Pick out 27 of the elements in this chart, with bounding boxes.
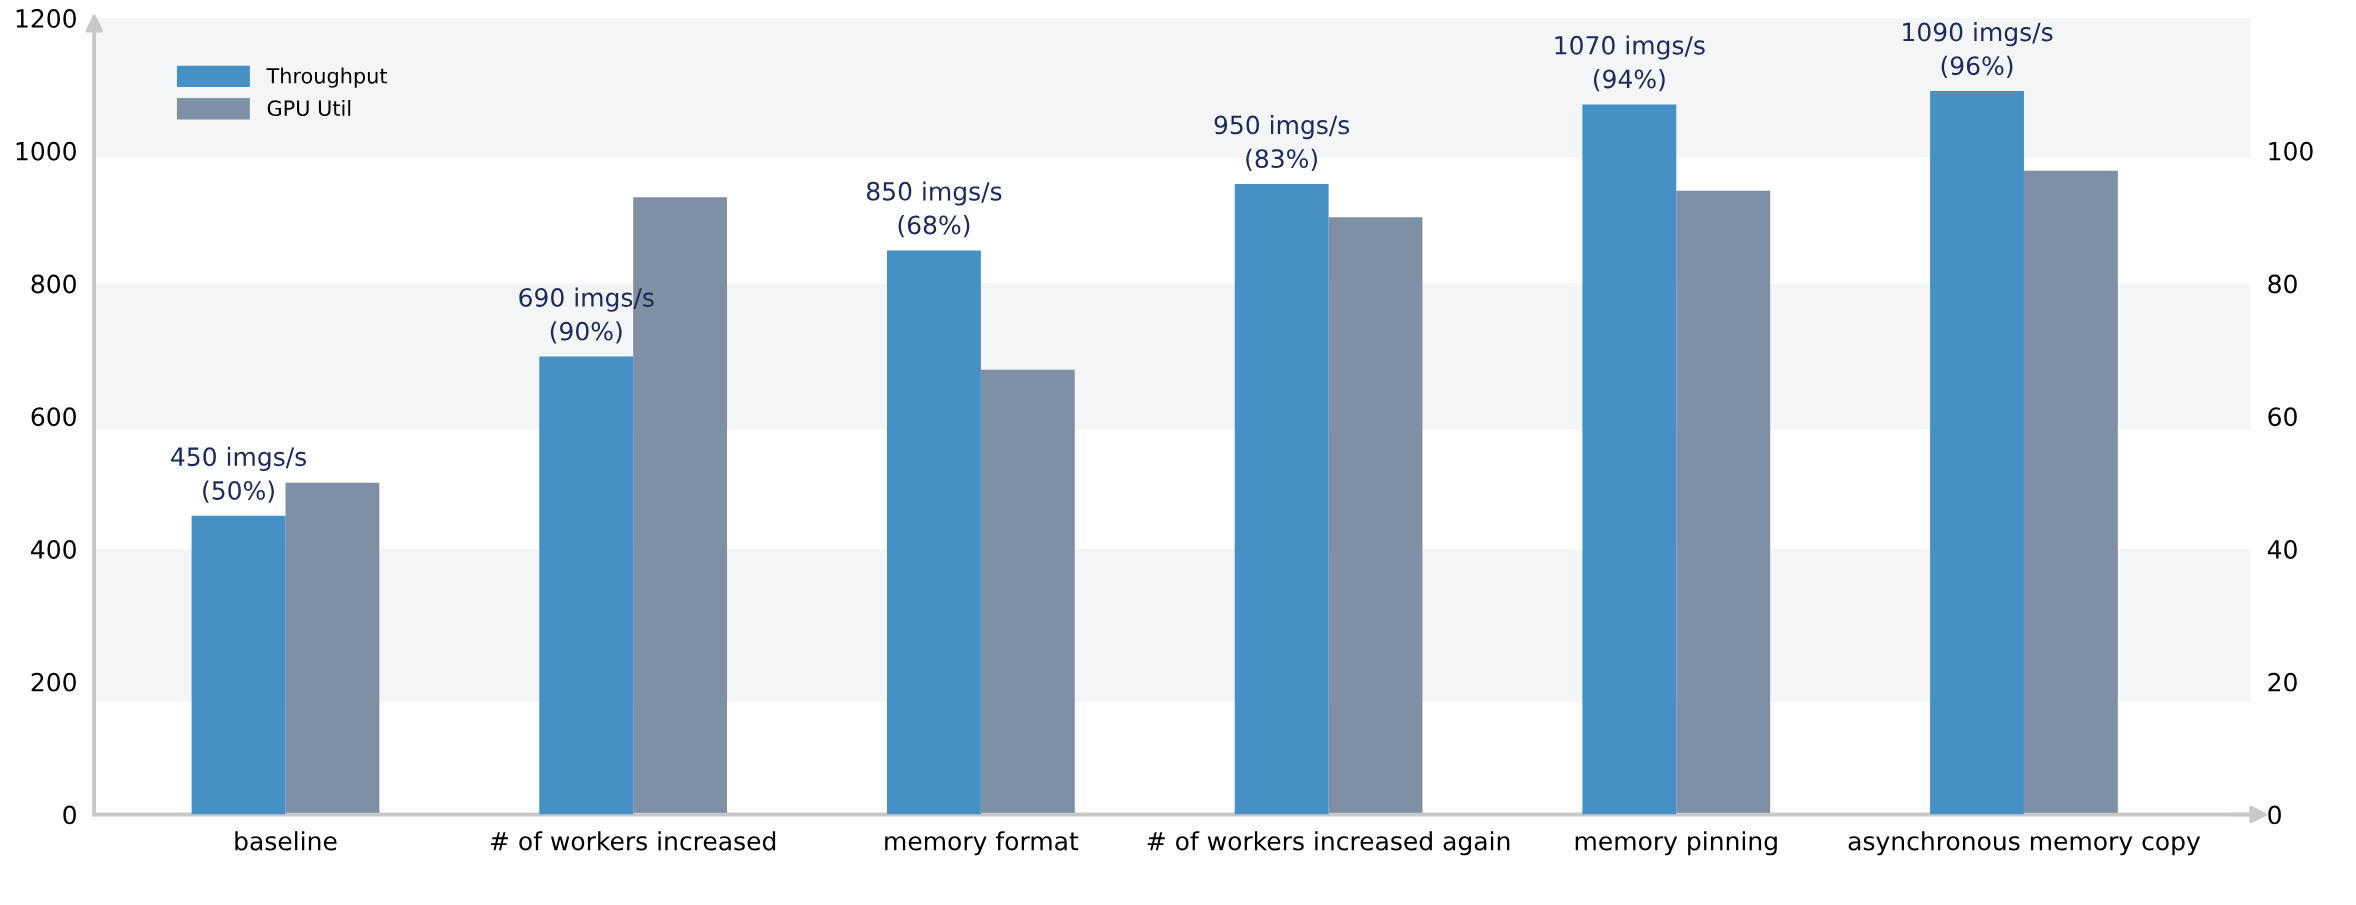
x-tick-label: asynchronous memory copy xyxy=(1848,831,2201,856)
y2-tick-label: 80 xyxy=(2268,274,2297,294)
y-tick-label: 600 xyxy=(31,407,76,427)
x-tick-label: memory pinning xyxy=(1575,831,1777,856)
y2-tick-label: 0 xyxy=(2268,805,2281,825)
y-tick-label: 1000 xyxy=(16,141,76,161)
data-label: 950 imgs/s (83%) xyxy=(1214,115,1350,171)
x-tick-label: memory format xyxy=(885,831,1079,856)
data-label: 850 imgs/s (68%) xyxy=(866,181,1002,238)
y2-tick-label: 20 xyxy=(2268,672,2297,692)
y-tick-label: 800 xyxy=(31,274,76,294)
y-tick-label: 0 xyxy=(63,805,76,825)
data-label: 1090 imgs/s (96%) xyxy=(1903,22,2053,79)
data-label: 450 imgs/s (50%) xyxy=(171,446,306,503)
y2-tick-label: 100 xyxy=(2269,141,2313,161)
legend-label: GPU Util xyxy=(267,99,351,117)
data-label: 690 imgs/s (90%) xyxy=(519,287,654,344)
legend-label: Throughput xyxy=(266,67,388,88)
data-label: 1070 imgs/s (94%) xyxy=(1555,35,1705,92)
y2-tick-label: 40 xyxy=(2267,539,2297,559)
x-tick-label: # of workers increased again xyxy=(1147,831,1510,856)
x-tick-label: # of workers increased xyxy=(490,831,776,851)
y2-tick-label: 60 xyxy=(2268,407,2297,427)
y-tick-label: 200 xyxy=(31,672,76,692)
x-tick-label: baseline xyxy=(235,831,337,851)
y-tick-label: 400 xyxy=(31,539,76,559)
y-tick-label: 1200 xyxy=(16,9,76,28)
